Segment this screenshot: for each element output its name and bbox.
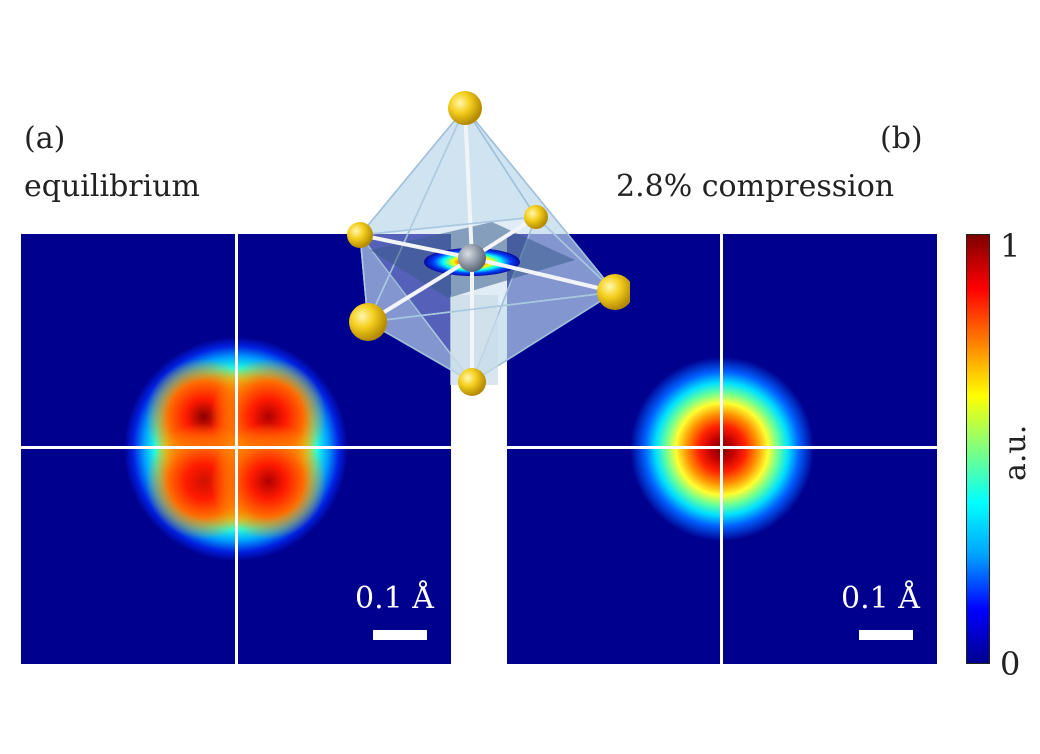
colorbar xyxy=(966,234,990,664)
vertex-atom-left-front xyxy=(349,303,387,341)
panel-a-title: equilibrium xyxy=(24,169,200,204)
colorbar-title: a.u. xyxy=(998,424,1033,481)
scale-bar-label-b: 0.1 Å xyxy=(841,581,920,616)
heatmap-panel-b: 0.1 Å xyxy=(507,234,937,664)
crosshair-vertical-b xyxy=(720,234,723,664)
octahedron-icon xyxy=(347,91,630,396)
vertex-atom-bottom xyxy=(458,368,486,396)
scale-bar-b xyxy=(859,630,913,640)
vertex-atom-top xyxy=(448,91,482,125)
density-lobe xyxy=(210,423,327,540)
vertex-atom-right-front xyxy=(597,274,630,310)
vertex-atom-left-back xyxy=(347,222,373,248)
crosshair-vertical-a xyxy=(235,234,238,664)
center-atom xyxy=(458,244,486,272)
panel-b-label: (b) xyxy=(880,121,923,156)
vertex-atom-right-back xyxy=(524,205,548,229)
scale-bar-label-a: 0.1 Å xyxy=(355,581,434,616)
colorbar-max-label: 1 xyxy=(1000,227,1021,265)
panel-a-label: (a) xyxy=(24,121,66,156)
heatmap-panel-a: 0.1 Å xyxy=(21,234,451,664)
scale-bar-a xyxy=(373,630,427,640)
colorbar-min-label: 0 xyxy=(1000,645,1021,683)
panel-b-title: 2.8% compression xyxy=(616,169,895,204)
